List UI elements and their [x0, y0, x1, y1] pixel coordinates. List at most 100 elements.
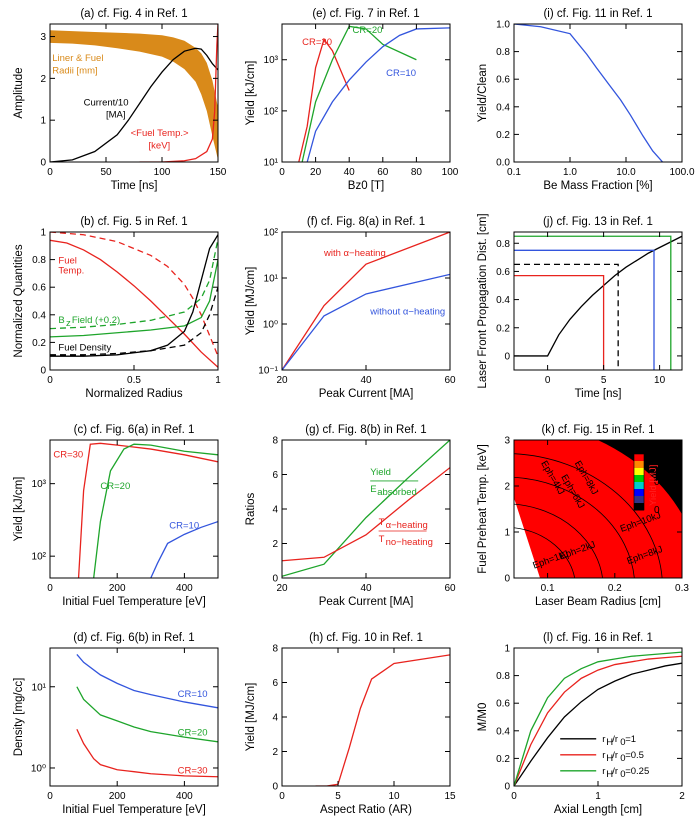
series-line-cr-20: [93, 443, 218, 578]
axes-frame: [281, 23, 451, 163]
annotation-label: Fuel: [58, 256, 76, 267]
x-tick-label: 0: [545, 375, 551, 386]
panel-title: (g) cf. Fig. 8(b) in Ref. 1: [305, 424, 426, 436]
x-axis-label: Peak Current [MA]: [319, 388, 414, 400]
marker-line-3: [514, 235, 672, 370]
plot-area-c: [77, 442, 218, 578]
panel-c: 0 200 400 10² 10³ (c) cf. Fig. 6(a) in Ref. 1…: [13, 424, 219, 608]
series-line-cr-20: [76, 686, 218, 743]
series-line-bz-field-0-2: [50, 259, 218, 338]
annotation-label: Field (+0.2): [72, 315, 120, 326]
annotation-label: Fuel Density: [58, 343, 111, 354]
y-tick-label: 10¹: [32, 682, 47, 693]
y-axis-label: Yield [kJ/cm]: [13, 477, 25, 542]
series-line-fuel-density: [50, 234, 218, 357]
y-axis-label: Amplitude: [13, 67, 25, 118]
axes-frame: [49, 647, 219, 787]
annotation-label: CR=20: [100, 481, 130, 492]
annotation-label: z: [66, 318, 71, 329]
x-axis-label: Bz0 [T]: [348, 180, 384, 192]
series-line-cr-10: [150, 520, 218, 578]
x-tick-label: 2: [679, 791, 685, 802]
x-axis-label: Initial Fuel Temperature [eV]: [62, 596, 206, 608]
x-axis-label: Aspect Ratio (AR): [320, 804, 412, 816]
legend-r: r: [602, 734, 605, 745]
y-tick-label: 0.2: [32, 338, 46, 349]
series-line-rh-r0-0-5: [514, 655, 682, 786]
y-tick-label: 1: [504, 528, 510, 539]
y-tick-label: 0: [40, 158, 46, 169]
legend-mid: /r: [612, 766, 618, 777]
series-line-cr-30: [76, 728, 218, 778]
marker-line-0: [514, 275, 605, 370]
y-axis-label: Yield [kJ/cm]: [245, 61, 257, 126]
series-line-without-heating: [282, 273, 450, 370]
annotation-label: CR=30: [302, 37, 332, 48]
y-tick-label: 3: [40, 32, 46, 43]
legend-sub: H: [606, 769, 613, 780]
annotation-label: CR=10: [169, 521, 199, 532]
fraction-denominator-sub: absorbed: [377, 487, 417, 498]
axes-frame: [513, 439, 683, 579]
x-tick-label: 5: [335, 791, 341, 802]
x-tick-label: 400: [176, 583, 193, 594]
plot-area-a: [50, 24, 218, 162]
x-tick-label: 0: [47, 167, 53, 178]
y-tick-label: 10²: [32, 552, 47, 563]
fraction-denominator: E: [370, 484, 376, 495]
series-line-fuel-temp-dashed: [50, 232, 218, 357]
x-tick-label: 0: [279, 167, 285, 178]
annotation-label: [keV]: [149, 141, 171, 152]
y-tick-label: 6: [272, 678, 278, 689]
annotation-label: CR=20: [353, 25, 383, 36]
y-tick-label: 2: [272, 747, 278, 758]
panel-b: 0 0.5 1 0 0.2 0.4 0.6 0.8 1 (b) cf. Fig. 5 in Ref…: [13, 216, 221, 400]
series-line-cr-10: [76, 654, 218, 709]
x-tick-label: 60: [444, 375, 456, 386]
panel-title: (i) cf. Fig. 11 in Ref. 1: [543, 8, 652, 20]
fraction-numerator: T: [379, 517, 385, 528]
annotation-label: <Fuel Temp.>: [131, 128, 189, 139]
colorbar-tick-label: 0.8: [654, 449, 668, 460]
y-tick-label: 10²: [264, 106, 279, 117]
panel-k: Eph=4kJEph=6kJEph=8kJEph=10kJEph=2kJEph=…: [477, 424, 689, 608]
y-tick-label: 0: [272, 574, 278, 585]
heatmap-region-white: [514, 498, 540, 578]
legend-mid: /r: [612, 750, 618, 761]
marker-line-1: [514, 263, 619, 370]
colorbar-swatch: [634, 489, 644, 497]
series-line-cr-10: [306, 27, 450, 162]
y-tick-label: 0.4: [32, 310, 46, 321]
x-tick-label: 10.0: [616, 167, 636, 178]
series-line-with-heating: [282, 232, 450, 370]
panel-e: 0 20 40 60 80 100 10¹ 10² 10³ (e) cf. Fig. 7 in R…: [245, 8, 459, 192]
x-tick-label: 0.1: [541, 583, 555, 594]
y-tick-label: 10³: [264, 55, 279, 66]
annotation-label: Current/10: [84, 98, 129, 109]
panel-title: (e) cf. Fig. 7 in Ref. 1: [312, 8, 419, 20]
x-tick-label: 80: [411, 167, 423, 178]
y-tick-label: 0.4: [496, 295, 510, 306]
x-tick-label: 20: [276, 375, 288, 386]
y-tick-label: 8: [272, 644, 278, 655]
y-axis-label: Fuel Preheat Temp. [keV]: [477, 444, 489, 574]
y-tick-label: 10¹: [264, 158, 279, 169]
series-line-bz-field-0-2-dashed: [50, 238, 218, 330]
y-axis-label: Yield [MJ/cm]: [245, 267, 257, 336]
y-tick-label: 0.4: [496, 102, 510, 113]
series-line-fuel-density-dashed: [50, 287, 218, 356]
y-tick-label: 0.8: [496, 671, 510, 682]
axes-frame: [49, 439, 219, 579]
annotation-label: Temp.: [58, 265, 84, 276]
colorbar-tick-label: 0.4: [654, 477, 668, 488]
y-tick-label: 0.2: [496, 754, 510, 765]
annotation-label: CR=30: [178, 766, 208, 777]
x-axis-label: Normalized Radius: [85, 388, 182, 400]
series-line-current-10-ma: [50, 47, 218, 162]
fraction-denominator: T: [379, 534, 385, 545]
panel-title: (b) cf. Fig. 5 in Ref. 1: [80, 216, 187, 228]
x-tick-label: 0.5: [127, 375, 141, 386]
legend-value: =0.25: [625, 766, 649, 777]
colorbar-swatch: [634, 475, 644, 483]
y-tick-label: 0.6: [32, 283, 46, 294]
